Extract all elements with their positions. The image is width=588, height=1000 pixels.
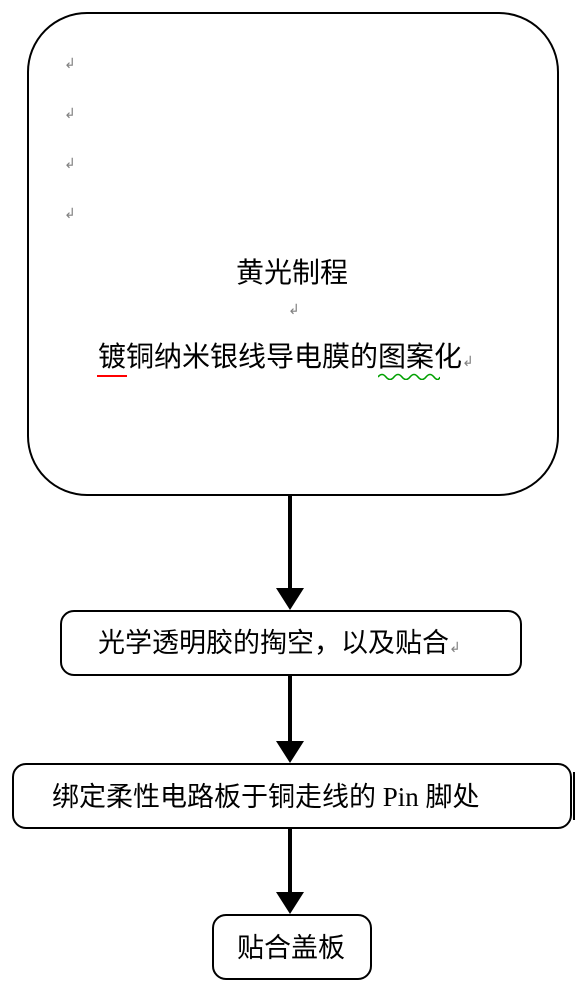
step2-text-content: 光学透明胶的掏空，以及贴合 — [98, 628, 449, 658]
para-mark-title2: ↲ — [462, 355, 474, 370]
spellcheck-red-underline — [97, 375, 127, 377]
step4-text: 贴合盖板 — [237, 935, 345, 962]
arrow-3-stem — [288, 829, 292, 892]
arrow-1-head — [276, 588, 304, 610]
text-cursor — [573, 772, 575, 820]
arrow-2-head — [276, 741, 304, 763]
para-mark-4: ↲ — [64, 208, 76, 222]
para-mark-title1: ↲ — [288, 304, 300, 318]
step1-title-line2-text: 镀铜纳米银线导电膜的图案化 — [98, 342, 462, 373]
para-mark-3: ↲ — [64, 158, 76, 172]
step1-title-line2: 镀铜纳米银线导电膜的图案化↲ — [98, 344, 474, 372]
step1-title-line1: 黄光制程 — [236, 260, 348, 288]
step2-text: 光学透明胶的掏空，以及贴合↲ — [98, 630, 461, 657]
step1-box — [27, 12, 559, 496]
grammar-green-squiggle — [378, 372, 440, 380]
arrow-2-stem — [288, 676, 292, 741]
para-mark-2: ↲ — [64, 108, 76, 122]
para-mark-step2: ↲ — [449, 641, 461, 656]
arrow-1-stem — [288, 496, 292, 588]
para-mark-1: ↲ — [64, 58, 76, 72]
step3-text: 绑定柔性电路板于铜走线的 Pin 脚处 — [52, 784, 480, 811]
arrow-3-head — [276, 892, 304, 914]
